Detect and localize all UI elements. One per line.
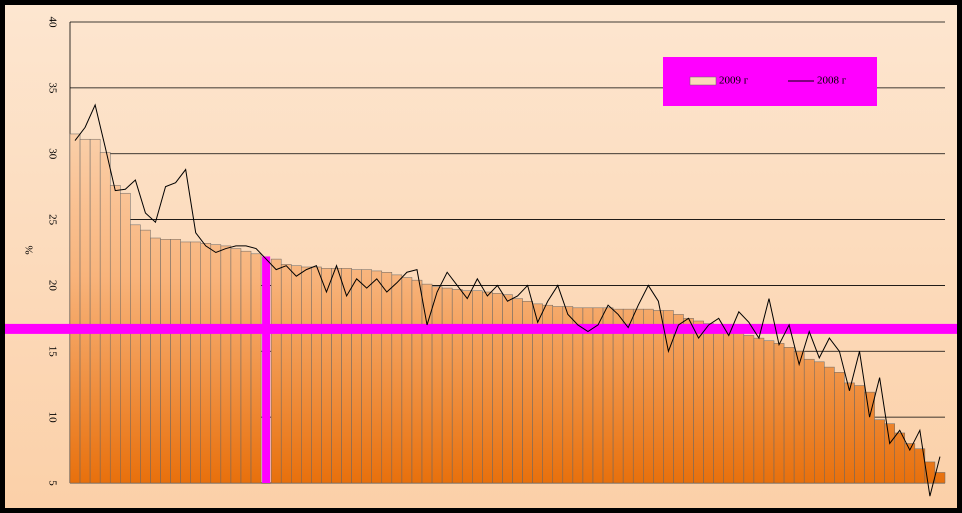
bar: [89, 138, 101, 484]
legend-label: 2008 г: [817, 75, 847, 87]
bar: [793, 351, 805, 484]
bar: [683, 318, 694, 484]
bar: [351, 269, 362, 484]
bar: [451, 289, 463, 484]
bar: [783, 347, 795, 484]
bar: [653, 310, 664, 484]
bar: [884, 423, 895, 484]
bar: [441, 287, 453, 484]
bar: [291, 265, 302, 484]
bar: [844, 382, 855, 484]
bar: [180, 241, 191, 484]
bar: [723, 327, 735, 484]
bar: [391, 274, 403, 484]
bar: [894, 432, 906, 484]
bar: [622, 308, 634, 484]
bar: [431, 286, 443, 484]
bar: [270, 258, 282, 484]
bar: [311, 266, 322, 484]
bar: [461, 290, 473, 484]
bar: [170, 239, 181, 484]
bar: [109, 185, 121, 484]
bar: [140, 229, 151, 484]
bar: [200, 243, 212, 484]
bar: [803, 358, 815, 484]
bar: [874, 419, 885, 484]
bar: [341, 268, 352, 484]
bar: [150, 237, 161, 484]
bar: [230, 248, 242, 484]
legend-swatch: [689, 76, 717, 86]
bar: [854, 385, 865, 484]
bar: [240, 250, 252, 484]
bar: [824, 366, 835, 484]
y-tick-label: 30: [46, 148, 58, 160]
bar: [381, 272, 393, 484]
bar: [79, 138, 91, 484]
line-series: [74, 103, 941, 497]
bar: [592, 307, 604, 484]
highlight-bar: [262, 256, 271, 483]
bar: [643, 308, 654, 484]
bar: [472, 290, 483, 484]
bar: [401, 277, 413, 484]
bar: [834, 372, 845, 484]
y-axis-label: %: [24, 245, 36, 254]
bar: [482, 291, 493, 484]
bar: [331, 268, 342, 484]
bar: [190, 241, 201, 484]
bar: [69, 133, 81, 484]
legend-label: 2009 г: [719, 75, 749, 87]
bar: [763, 340, 775, 484]
reference-line: [5, 323, 957, 334]
bar: [411, 279, 423, 484]
bar: [934, 472, 946, 484]
bar: [582, 307, 594, 484]
bar: [673, 314, 684, 484]
bar: [663, 310, 674, 484]
y-tick-label: 5: [46, 480, 58, 486]
bar: [280, 264, 292, 484]
bar: [220, 245, 232, 484]
bar: [321, 268, 332, 484]
bar: [693, 320, 704, 484]
bar: [210, 244, 222, 484]
bar: [814, 361, 825, 484]
y-tick-label: 15: [46, 346, 58, 358]
bar: [130, 224, 141, 484]
y-tick-label: 20: [46, 280, 58, 292]
bar: [864, 391, 875, 484]
bar: [250, 253, 262, 484]
bar: [733, 331, 745, 484]
bar: [361, 269, 372, 484]
bar: [99, 152, 111, 484]
bar: [371, 270, 383, 484]
bar: [743, 335, 755, 484]
bar: [120, 192, 131, 484]
bar: [612, 308, 624, 484]
bar: [160, 239, 171, 484]
bar: [773, 343, 785, 484]
bar: [502, 294, 513, 484]
y-tick-label: 35: [46, 82, 58, 94]
bar: [713, 324, 724, 484]
y-tick-label: 25: [46, 214, 58, 226]
bar: [703, 323, 714, 484]
bar: [753, 337, 765, 484]
bar: [301, 266, 312, 484]
bar: [572, 307, 584, 484]
bar: [492, 293, 503, 484]
bar: [602, 307, 614, 484]
y-tick-label: 10: [46, 412, 58, 424]
bar: [632, 308, 644, 484]
y-tick-label: 40: [46, 17, 58, 29]
